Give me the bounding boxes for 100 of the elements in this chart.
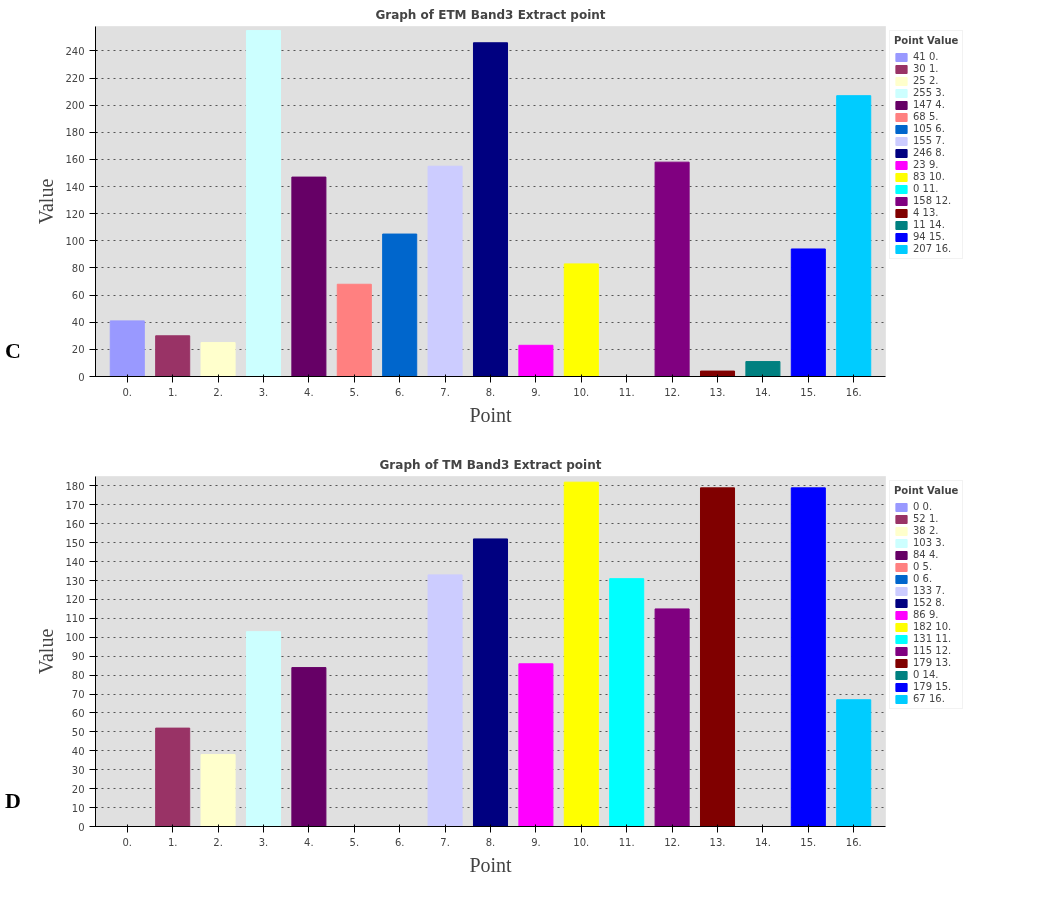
legend-label: 105 6. (913, 123, 945, 134)
y-tick-label: 0 (78, 371, 85, 383)
y-tick-label: 120 (65, 208, 85, 220)
y-tick-label: 40 (71, 317, 85, 329)
x-tick-label: 0. (122, 386, 133, 398)
x-tick-label: 4. (304, 836, 314, 848)
y-tick-label: 40 (71, 745, 85, 757)
y-tick-label: 50 (71, 726, 85, 738)
x-tick-label: 16. (845, 836, 862, 848)
text: C (5, 337, 21, 365)
y-tick-label: 20 (71, 783, 85, 795)
legend-label: 68 5. (913, 111, 939, 122)
x-tick-label: 3. (258, 836, 269, 848)
x-tick-label: 13. (709, 386, 726, 398)
x-tick-label: 15. (800, 386, 817, 398)
legend-label: 179 15. (913, 681, 952, 692)
legend-label: 0 5. (913, 561, 933, 572)
chart-title: Graph of ETM Band3 Extract point (375, 7, 606, 22)
legend-label: 0 6. (913, 573, 933, 584)
y-tick-label: 10 (71, 802, 85, 814)
legend-label: 115 12. (913, 645, 952, 656)
legend-label: 30 1. (913, 63, 939, 74)
legend-label: 207 16. (913, 243, 952, 254)
legend-label: 0 14. (913, 669, 939, 680)
legend-label: 179 13. (913, 657, 952, 668)
legend-label: 133 7. (913, 585, 945, 596)
x-tick-label: 3. (258, 386, 269, 398)
y-tick-label: 80 (71, 262, 85, 274)
legend-label: 147 4. (913, 99, 945, 110)
y-tick-label: 90 (71, 651, 85, 663)
x-tick-label: 11. (618, 836, 635, 848)
y-tick-label: 220 (65, 73, 85, 85)
x-tick-label: 4. (304, 386, 314, 398)
x-tick-label: 7. (440, 386, 450, 398)
y-tick-label: 60 (71, 290, 85, 302)
y-tick-label: 180 (65, 127, 85, 139)
legend-label: 25 2. (913, 75, 939, 86)
y-tick-label: 80 (71, 670, 85, 682)
legend-label: 67 16. (913, 693, 945, 704)
legend-label: 86 9. (913, 609, 939, 620)
legend-label: 182 10. (913, 621, 952, 632)
y-axis-title: Value (35, 628, 58, 675)
y-tick-label: 60 (71, 707, 85, 719)
y-tick-label: 170 (65, 499, 85, 511)
x-tick-label: 6. (394, 386, 405, 398)
y-tick-label: 240 (65, 45, 85, 57)
x-tick-label: 1. (167, 386, 178, 398)
legend-label: 246 8. (913, 147, 945, 158)
x-tick-label: 15. (800, 836, 817, 848)
x-tick-label: 7. (440, 836, 450, 848)
legend-label: 52 1. (913, 513, 939, 524)
x-tick-label: 5. (349, 386, 360, 398)
y-tick-label: 120 (65, 594, 85, 606)
x-tick-label: 0. (122, 836, 133, 848)
legend-label: 41 0. (913, 51, 939, 62)
y-tick-label: 200 (65, 100, 85, 112)
x-tick-label: 14. (754, 836, 771, 848)
legend-label: 4 13. (913, 207, 939, 218)
y-tick-label: 0 (78, 821, 85, 833)
x-axis-title: Point (469, 403, 513, 426)
x-tick-label: 2. (213, 386, 223, 398)
chart-title: Graph of TM Band3 Extract point (379, 457, 602, 472)
y-tick-label: 130 (65, 575, 85, 587)
legend-label: 84 4. (913, 549, 939, 560)
x-tick-label: 9. (531, 836, 541, 848)
text: D (5, 787, 21, 815)
x-tick-label: 12. (664, 386, 681, 398)
y-tick-label: 110 (65, 613, 85, 625)
x-tick-label: 2. (213, 836, 223, 848)
x-tick-label: 5. (349, 836, 360, 848)
legend-title: Point Value (894, 35, 959, 46)
y-tick-label: 160 (65, 154, 85, 166)
y-tick-label: 20 (71, 344, 85, 356)
y-tick-label: 140 (65, 556, 85, 568)
legend-label: 158 12. (913, 195, 952, 206)
legend-label: 152 8. (913, 597, 945, 608)
x-tick-label: 12. (664, 836, 681, 848)
legend-label: 0 11. (913, 183, 939, 194)
legend-label: 94 15. (913, 231, 945, 242)
x-tick-label: 8. (485, 836, 496, 848)
y-tick-label: 100 (65, 235, 85, 247)
legend-label: 38 2. (913, 525, 939, 536)
legend-label: 23 9. (913, 159, 939, 170)
y-tick-label: 70 (71, 689, 85, 701)
x-tick-label: 9. (531, 386, 541, 398)
legend-label: 0 0. (913, 501, 933, 512)
y-axis-title: Value (35, 178, 58, 225)
legend-label: 103 3. (913, 537, 945, 548)
x-tick-label: 6. (394, 836, 405, 848)
y-tick-label: 180 (65, 480, 85, 492)
y-tick-label: 160 (65, 518, 85, 530)
x-tick-label: 10. (573, 386, 590, 398)
x-tick-label: 16. (845, 386, 862, 398)
x-tick-label: 13. (709, 836, 726, 848)
x-tick-label: 8. (485, 386, 496, 398)
legend-label: 155 7. (913, 135, 945, 146)
x-axis-title: Point (469, 853, 513, 876)
x-tick-label: 10. (573, 836, 590, 848)
x-tick-label: 11. (618, 386, 635, 398)
y-tick-label: 140 (65, 181, 85, 193)
